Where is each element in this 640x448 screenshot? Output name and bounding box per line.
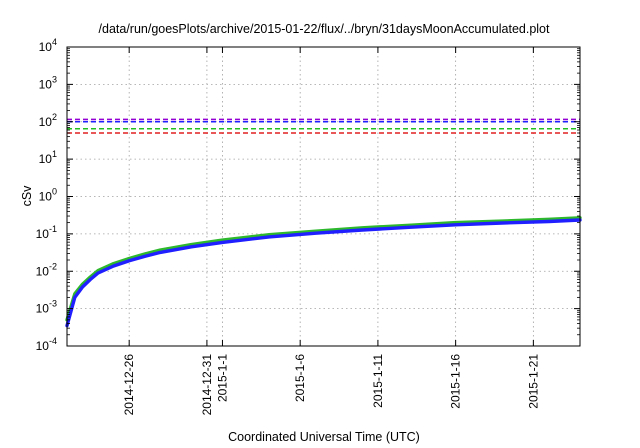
y-tick-label: 101	[39, 149, 57, 166]
series-line	[65, 218, 582, 328]
x-axis-label: Coordinated Universal Time (UTC)	[228, 430, 420, 444]
y-tick-label: 10-3	[36, 299, 57, 316]
y-tick-label: 103	[39, 74, 57, 91]
reference-lines	[67, 118, 580, 134]
grid	[67, 47, 580, 346]
x-axis-ticks: 2014-12-26 2014-12-31 2015-1-1 2015-1-6 2015…	[122, 47, 540, 415]
y-axis-label: cSv	[20, 185, 34, 207]
x-tick-label: 2015-1-1	[215, 354, 229, 402]
y-tick-label: 10-1	[36, 224, 57, 241]
y-tick-label: 10-2	[36, 261, 57, 278]
x-tick-label: 2015-1-11	[371, 354, 385, 408]
x-tick-label: 2014-12-31	[200, 354, 214, 416]
series-line	[65, 216, 582, 322]
x-tick-label: 2015-1-6	[293, 354, 307, 402]
x-tick-label: 2014-12-26	[122, 354, 136, 416]
y-tick-label: 104	[39, 37, 57, 54]
y-tick-label: 10-4	[36, 336, 57, 353]
y-axis-ticks: 10-4 10-3 10-2 10-1 100 101 102 103 104	[36, 37, 580, 353]
y-tick-label: 102	[39, 112, 57, 129]
series-group	[65, 216, 582, 328]
chart-title: /data/run/goesPlots/archive/2015-01-22/f…	[99, 22, 550, 36]
y-tick-label: 100	[39, 187, 57, 204]
x-tick-label: 2015-1-16	[449, 354, 463, 409]
x-tick-label: 2015-1-21	[526, 354, 540, 409]
